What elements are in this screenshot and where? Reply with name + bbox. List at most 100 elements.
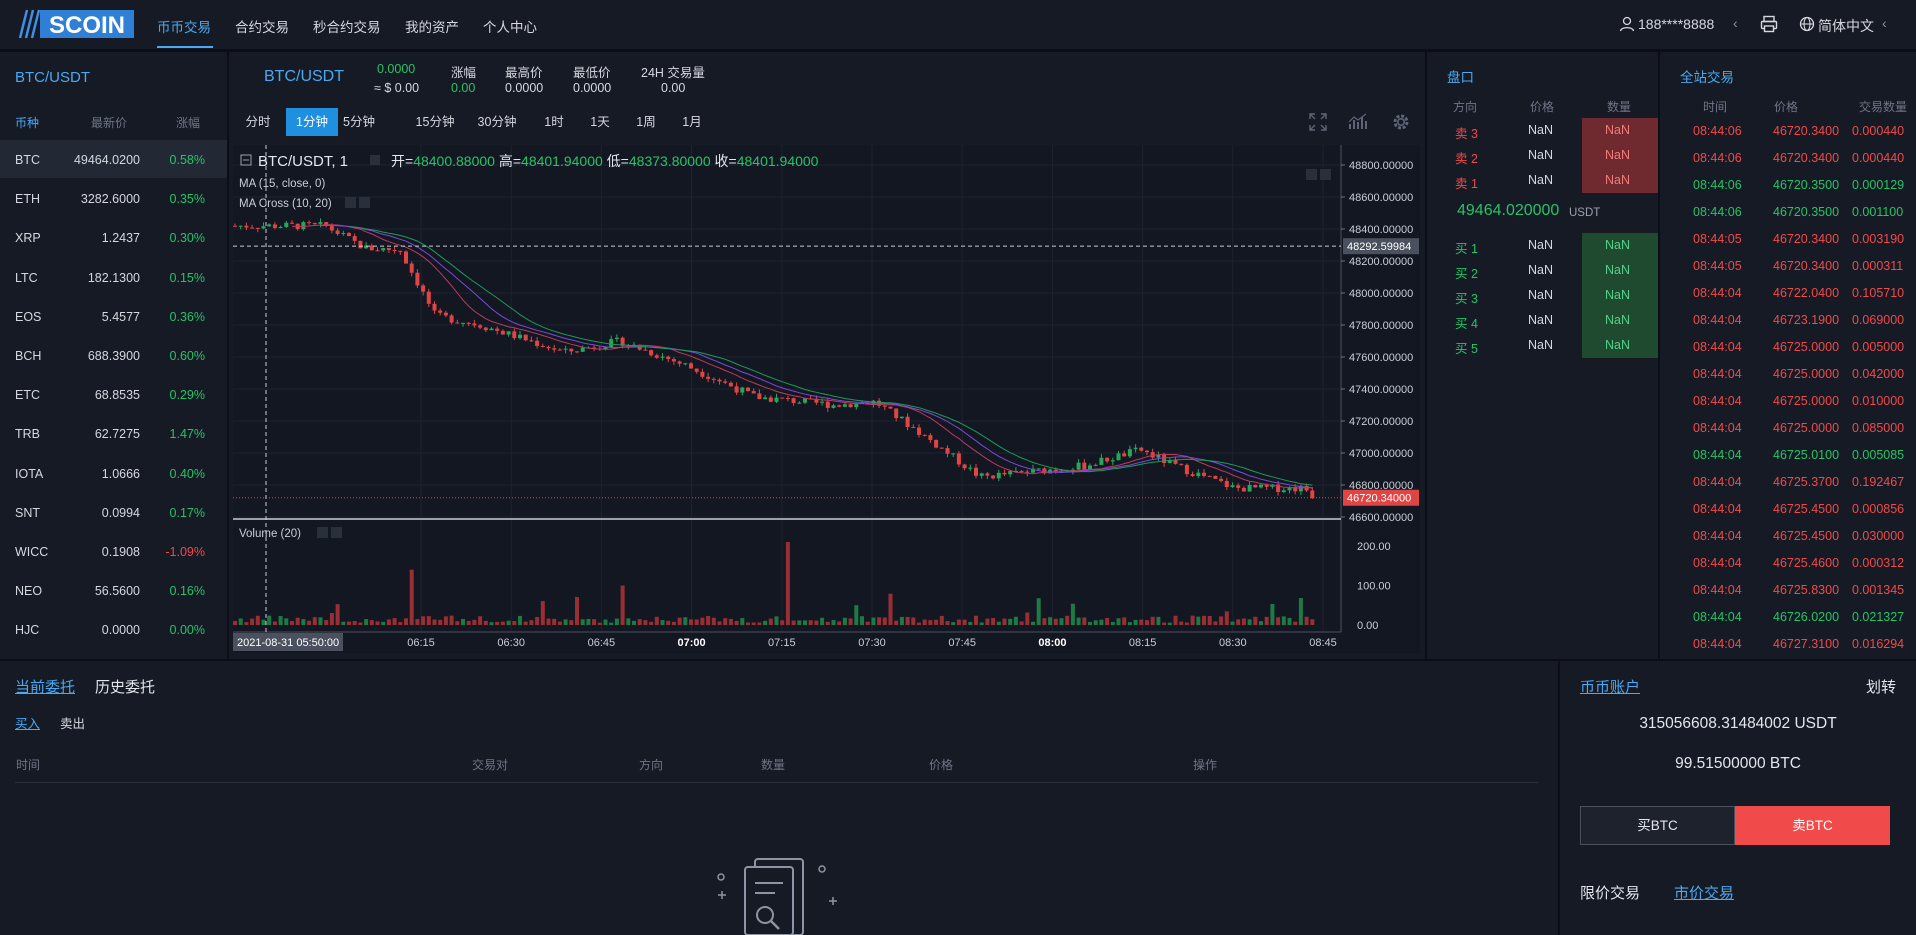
pair-row[interactable]: ETC 68.8535 0.29% bbox=[0, 375, 227, 413]
nav-contract-trading[interactable]: 合约交易 bbox=[235, 20, 289, 35]
bid-row[interactable]: 买 3 NaN NaN bbox=[1430, 283, 1658, 308]
buy-btc-button[interactable]: 买BTC bbox=[1580, 806, 1735, 845]
user-phone[interactable]: 188****8888 bbox=[1638, 16, 1715, 32]
bid-row[interactable]: 买 4 NaN NaN bbox=[1430, 308, 1658, 333]
volume-bar bbox=[791, 620, 796, 625]
candle-body bbox=[951, 453, 956, 455]
candlestick-chart[interactable]: 48800.00000 48600.00000 48400.00000 48200.0… bbox=[233, 145, 1420, 653]
pair-change: 0.36% bbox=[169, 309, 205, 324]
volume-bar bbox=[757, 622, 762, 625]
bid-row[interactable]: 买 1 NaN NaN bbox=[1430, 233, 1658, 258]
account-title[interactable]: 币币账户 bbox=[1580, 679, 1641, 696]
pair-change: 0.17% bbox=[169, 505, 205, 520]
pair-row[interactable]: EOS 5.4577 0.36% bbox=[0, 297, 227, 335]
nav-second-contract[interactable]: 秒合约交易 bbox=[313, 20, 381, 35]
pair-row[interactable]: TRB 62.7275 1.47% bbox=[0, 414, 227, 452]
collapse-legend-icon[interactable] bbox=[240, 154, 252, 166]
ticker-high-value: 0.0000 bbox=[505, 81, 544, 95]
pair-row[interactable]: XRP 1.2437 0.30% bbox=[0, 218, 227, 256]
candle-body bbox=[244, 225, 249, 228]
transfer-link[interactable]: 划转 bbox=[1866, 679, 1897, 696]
pair-row[interactable]: HJC 0.0000 0.00% bbox=[0, 610, 227, 648]
timeframe-button[interactable]: 1天 bbox=[590, 115, 610, 129]
tab-history-orders[interactable]: 历史委托 bbox=[95, 679, 156, 696]
volume-bar bbox=[1173, 615, 1178, 625]
volume-bar bbox=[1281, 616, 1286, 625]
pair-row[interactable]: LTC 182.1300 0.15% bbox=[0, 258, 227, 296]
pair-row[interactable]: SNT 0.0994 0.17% bbox=[0, 493, 227, 531]
tab-current-orders[interactable]: 当前委托 bbox=[15, 679, 76, 696]
timeframe-button[interactable]: 1时 bbox=[544, 115, 564, 129]
volume-bar bbox=[324, 620, 329, 625]
pair-price: 49464.0200 bbox=[73, 153, 140, 167]
pair-coin: XRP bbox=[15, 231, 41, 246]
pair-row[interactable]: BTC 49464.0200 0.58% bbox=[0, 140, 227, 178]
timeframe-button[interactable]: 分时 bbox=[245, 115, 271, 129]
fullscreen-icon[interactable] bbox=[1309, 113, 1327, 131]
volume-bar bbox=[535, 617, 540, 625]
printer-icon[interactable] bbox=[1760, 15, 1778, 33]
candle-body bbox=[347, 233, 351, 237]
user-chevron-icon[interactable]: ‹ bbox=[1733, 15, 1738, 31]
language-selector[interactable]: 简体中文 bbox=[1818, 18, 1874, 34]
ask-row[interactable]: 卖 1 NaN NaN bbox=[1430, 168, 1658, 193]
pair-change: -1.09% bbox=[165, 545, 205, 559]
trade-row: 08:44:04 46725.0000 0.010000 bbox=[1660, 388, 1916, 415]
candle-body bbox=[575, 351, 579, 353]
trade-time: 08:44:05 bbox=[1693, 259, 1742, 273]
candle-body bbox=[614, 337, 619, 340]
filter-sell[interactable]: 卖出 bbox=[60, 717, 86, 731]
limit-order-tab[interactable]: 限价交易 bbox=[1580, 885, 1641, 902]
price-tick-label: 48400.00000 bbox=[1349, 224, 1413, 236]
bid-row[interactable]: 买 2 NaN NaN bbox=[1430, 258, 1658, 283]
language-chevron-icon[interactable]: ‹ bbox=[1882, 15, 1887, 31]
volume-bar bbox=[1241, 618, 1246, 625]
pair-row[interactable]: IOTA 1.0666 0.40% bbox=[0, 454, 227, 492]
candle-body bbox=[1019, 470, 1024, 472]
settings-gear-icon[interactable] bbox=[1391, 112, 1411, 132]
pair-coin: ETH bbox=[15, 192, 40, 207]
col-price-header[interactable]: 最新价 bbox=[91, 116, 128, 130]
indicators-icon[interactable] bbox=[1348, 113, 1368, 131]
candle-body bbox=[728, 382, 733, 387]
volume-bar bbox=[911, 617, 916, 625]
timeframe-button[interactable]: 30分钟 bbox=[477, 115, 517, 129]
ob-price: NaN bbox=[1528, 338, 1554, 352]
bid-row[interactable]: 买 5 NaN NaN bbox=[1430, 333, 1658, 358]
ask-row[interactable]: 卖 3 NaN NaN bbox=[1430, 118, 1658, 143]
candle-body bbox=[1036, 468, 1041, 470]
ticker-change-value: 0.00 bbox=[451, 81, 476, 95]
indicator-settings-icon[interactable] bbox=[345, 197, 356, 208]
trade-price: 46726.0200 bbox=[1773, 610, 1840, 624]
market-order-tab[interactable]: 市价交易 bbox=[1674, 885, 1735, 902]
candle-body bbox=[854, 403, 859, 408]
nav-my-assets[interactable]: 我的资产 bbox=[405, 20, 459, 35]
col-coin-header[interactable]: 币种 bbox=[15, 116, 40, 130]
logo[interactable]: SCOIN bbox=[16, 8, 134, 40]
pair-row[interactable]: BCH 688.3900 0.60% bbox=[0, 336, 227, 374]
candle-body bbox=[592, 347, 597, 349]
orders-col-pair: 交易对 bbox=[472, 758, 509, 772]
nav-user-center[interactable]: 个人中心 bbox=[483, 20, 537, 35]
volume-close-icon[interactable] bbox=[331, 527, 342, 538]
timeframe-button[interactable]: 5分钟 bbox=[343, 115, 375, 129]
pair-row[interactable]: NEO 56.5600 0.16% bbox=[0, 571, 227, 609]
volume-settings-icon[interactable] bbox=[317, 527, 328, 538]
ask-row[interactable]: 卖 2 NaN NaN bbox=[1430, 143, 1658, 168]
timeframe-button[interactable]: 1周 bbox=[636, 115, 656, 129]
filter-buy[interactable]: 买入 bbox=[15, 717, 41, 731]
candle-body bbox=[1099, 457, 1104, 465]
indicator-close-icon[interactable] bbox=[359, 197, 370, 208]
pair-row[interactable]: ETH 3282.6000 0.35% bbox=[0, 179, 227, 217]
legend-settings-icon[interactable] bbox=[370, 155, 380, 165]
nav-spot-trading[interactable]: 币币交易 bbox=[157, 20, 211, 35]
scroll-up-icon[interactable] bbox=[1306, 169, 1317, 180]
scroll-down-icon[interactable] bbox=[1320, 169, 1331, 180]
timeframe-button[interactable]: 1月 bbox=[682, 115, 702, 129]
timeframe-button[interactable]: 1分钟 bbox=[286, 108, 338, 136]
col-change-header[interactable]: 涨幅 bbox=[176, 116, 201, 130]
sell-btc-button[interactable]: 卖BTC bbox=[1735, 806, 1890, 845]
candle-body bbox=[512, 331, 517, 339]
timeframe-button[interactable]: 15分钟 bbox=[415, 115, 455, 129]
pair-row[interactable]: WICC 0.1908 -1.09% bbox=[0, 532, 227, 570]
